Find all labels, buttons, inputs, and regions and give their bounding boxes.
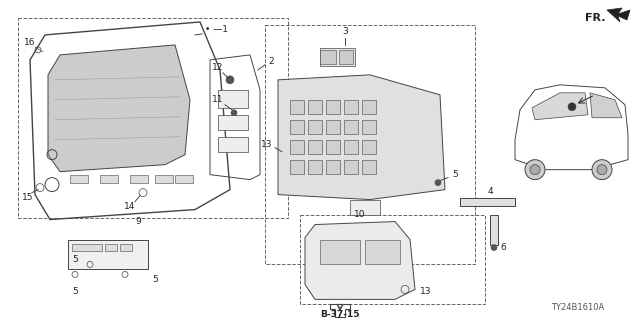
Bar [350,200,380,215]
Bar [326,160,340,174]
Bar [320,239,360,264]
Bar [218,137,248,152]
Circle shape [597,165,607,175]
Circle shape [435,180,441,186]
Bar [344,140,358,154]
Bar [362,140,376,154]
Bar [72,244,102,252]
Bar [290,140,304,154]
Bar [326,140,340,154]
Text: TY24B1610A: TY24B1610A [552,303,605,312]
Text: 5: 5 [72,287,78,296]
Text: 2: 2 [268,57,274,66]
Bar [175,175,193,183]
Bar [68,239,148,269]
Bar [339,50,353,64]
Bar [460,197,515,205]
Bar [344,120,358,134]
Bar [344,100,358,114]
Text: 11: 11 [212,95,224,104]
Text: • —1: • —1 [205,25,228,35]
Bar [344,160,358,174]
Bar [18,18,288,218]
Polygon shape [532,93,588,120]
Bar [365,239,400,264]
Circle shape [226,76,234,84]
Bar [362,100,376,114]
Bar [320,48,355,66]
Polygon shape [305,221,415,300]
Bar [120,244,132,252]
Bar [70,175,88,183]
Bar [308,160,322,174]
Text: 5: 5 [152,275,158,284]
Text: 5: 5 [452,170,458,179]
Text: 3: 3 [342,28,348,36]
Polygon shape [590,93,622,118]
Text: 4: 4 [487,187,493,196]
Text: 10: 10 [355,210,365,219]
Polygon shape [278,75,445,200]
Polygon shape [607,8,630,22]
Text: 6: 6 [500,243,506,252]
Bar [362,120,376,134]
Text: 15: 15 [22,193,34,202]
Text: 16: 16 [24,38,36,47]
Text: B-37-15: B-37-15 [320,310,360,319]
Text: 13: 13 [260,140,272,149]
Bar [308,120,322,134]
Circle shape [231,110,237,116]
Bar [105,244,117,252]
Bar [290,120,304,134]
Bar [326,120,340,134]
Text: 14: 14 [124,202,136,211]
Bar [218,115,248,130]
Text: 9: 9 [135,217,141,226]
Text: 5: 5 [72,255,78,264]
Bar [490,215,498,244]
Polygon shape [48,45,190,172]
Text: 13: 13 [420,287,431,296]
Circle shape [568,103,576,111]
Bar [130,175,148,183]
Bar [290,160,304,174]
Bar [300,215,485,304]
Circle shape [592,160,612,180]
Text: FR.: FR. [585,13,605,23]
Circle shape [530,165,540,175]
Text: 12: 12 [212,63,224,72]
Bar [100,175,118,183]
Bar [326,100,340,114]
Circle shape [491,244,497,251]
Bar [362,160,376,174]
Bar [308,100,322,114]
Polygon shape [330,304,350,317]
Bar [265,25,475,264]
Bar [320,50,336,64]
Bar [155,175,173,183]
Bar [218,90,248,108]
Bar [290,100,304,114]
Bar [308,140,322,154]
Circle shape [525,160,545,180]
